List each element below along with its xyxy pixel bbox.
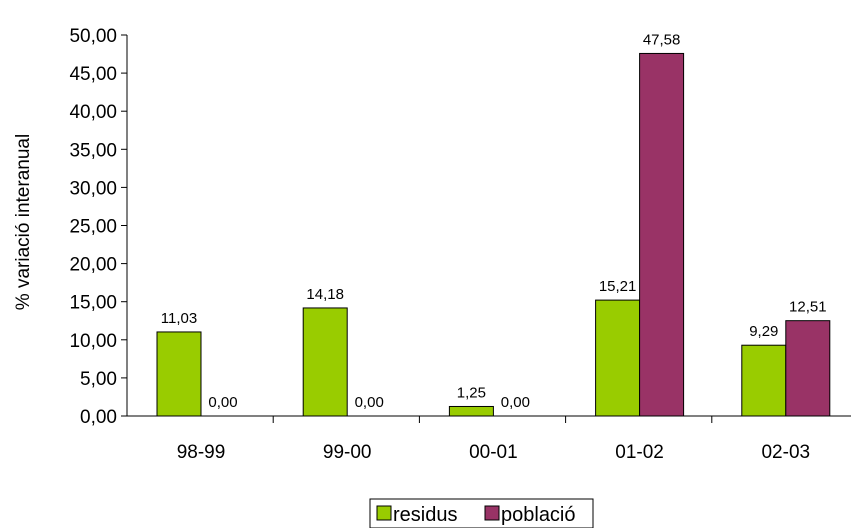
x-tick-label: 00-01 (469, 442, 518, 463)
bar-residus-99-00 (302, 307, 348, 417)
y-tick-label: 40,00 (69, 102, 117, 123)
bar-residus-98-99 (156, 331, 202, 417)
x-tick-label: 02-03 (761, 442, 810, 463)
data-label: 47,58 (643, 31, 681, 48)
bar-residus-01-02 (595, 299, 641, 417)
legend-label-poblacio: població (501, 504, 576, 526)
x-axis-ticks: 98-99 99-00 00-01 01-02 02-03 (177, 416, 810, 463)
y-tick-label: 25,00 (69, 217, 117, 238)
y-tick-label: 45,00 (69, 64, 117, 85)
y-tick-label: 30,00 (69, 178, 117, 199)
legend-label-residus: residus (393, 504, 457, 526)
x-tick-label: 99-00 (323, 442, 372, 463)
y-tick-label: 50,00 (69, 26, 117, 47)
bar-residus-00-01 (448, 405, 494, 417)
y-tick-label: 0,00 (80, 407, 117, 428)
data-labels-group: 11,03 14,18 1,25 15,21 9,29 0,00 0,00 0,00 47,58… (161, 31, 827, 411)
y-axis-title: % variació interanual (13, 134, 34, 310)
bar-població-01-02 (639, 52, 685, 417)
legend-box (369, 498, 594, 528)
data-label: 14,18 (306, 286, 344, 303)
x-tick-label: 01-02 (615, 442, 664, 463)
data-label: 11,03 (161, 310, 197, 327)
data-label: 0,00 (208, 394, 237, 411)
data-label: 0,00 (355, 394, 384, 411)
bar-població-02-03 (785, 320, 831, 417)
legend-swatch-residus (376, 505, 392, 521)
legend-swatch-poblacio (484, 505, 500, 521)
data-label: 0,00 (501, 394, 530, 411)
y-tick-label: 20,00 (69, 255, 117, 276)
y-tick-label: 5,00 (80, 369, 117, 390)
y-tick-label: 15,00 (69, 293, 117, 314)
legend: residus població (369, 498, 594, 528)
data-label: 12,51 (789, 299, 827, 316)
y-tick-label: 35,00 (69, 140, 117, 161)
data-label: 15,21 (599, 278, 637, 295)
bars-group (156, 52, 831, 417)
data-label: 9,29 (749, 323, 778, 340)
bar-residus-02-03 (741, 344, 787, 417)
data-label: 1,25 (457, 384, 486, 401)
y-tick-label: 10,00 (69, 331, 117, 352)
y-axis-ticks: 0,00 5,00 10,00 15,00 20,00 25,00 30,00 35,00 40… (69, 26, 127, 428)
x-tick-label: 98-99 (177, 442, 226, 463)
